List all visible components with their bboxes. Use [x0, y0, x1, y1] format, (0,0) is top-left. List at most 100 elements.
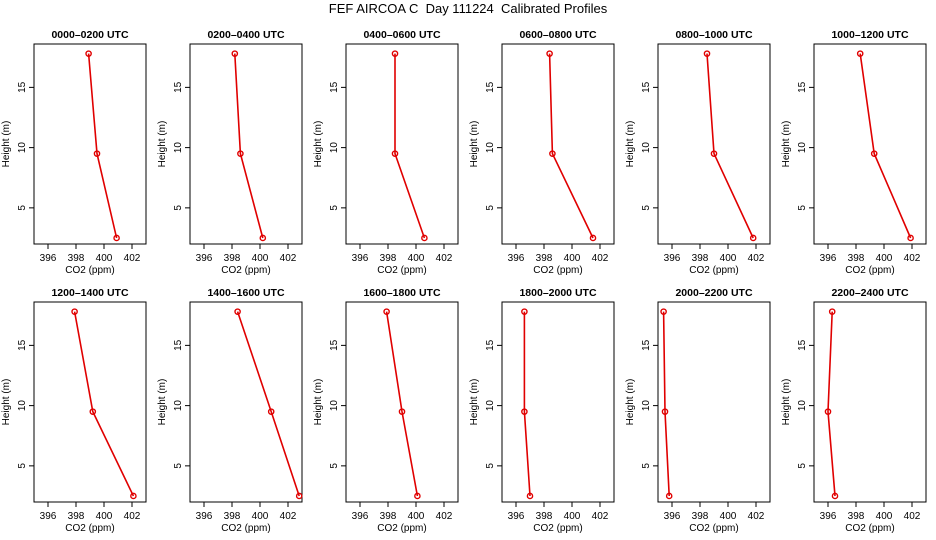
y-tick-label: 15 — [17, 339, 28, 351]
panel-title: 2000–2200 UTC — [675, 287, 752, 299]
data-point — [526, 492, 534, 500]
data-point — [71, 308, 78, 315]
series-line — [859, 53, 912, 239]
y-tick-label: 10 — [173, 400, 184, 412]
x-tick-label: 400 — [408, 253, 425, 264]
x-axis-label: CO2 (ppm) — [221, 265, 270, 276]
series-line — [234, 53, 264, 239]
x-tick-label: 400 — [876, 511, 893, 522]
y-axis-label: Height (m) — [1, 379, 12, 426]
data-point — [93, 150, 101, 157]
y-tick-label: 15 — [173, 81, 184, 93]
x-tick-label: 398 — [224, 253, 241, 264]
data-point — [856, 50, 864, 57]
x-tick-label: 402 — [748, 253, 765, 264]
series-line — [87, 53, 118, 239]
x-tick-label: 396 — [508, 253, 525, 264]
y-tick-label: 5 — [485, 463, 496, 469]
y-tick-label: 10 — [641, 142, 652, 154]
data-point — [130, 492, 137, 500]
series-line — [236, 311, 300, 497]
x-tick-label: 396 — [820, 253, 837, 264]
data-point — [231, 50, 239, 57]
data-point — [546, 50, 553, 57]
y-tick-label: 10 — [485, 142, 496, 154]
y-axis-label: Height (m) — [157, 379, 168, 426]
y-tick-label: 10 — [329, 142, 340, 154]
y-tick-label: 15 — [485, 339, 496, 351]
y-tick-label: 5 — [173, 463, 184, 469]
series-line — [827, 311, 836, 497]
x-tick-label: 400 — [252, 511, 269, 522]
data-point — [549, 150, 556, 157]
data-point — [521, 408, 528, 415]
series-line — [548, 53, 594, 239]
y-tick-label: 10 — [641, 400, 652, 412]
panel-title: 0000–0200 UTC — [51, 29, 128, 41]
data-point — [749, 234, 757, 242]
panel-frame — [657, 301, 771, 503]
data-point — [589, 234, 597, 242]
x-tick-label: 402 — [748, 511, 765, 522]
x-tick-label: 400 — [876, 253, 893, 264]
data-point — [907, 234, 914, 242]
y-tick-label: 5 — [641, 463, 652, 469]
y-tick-label: 10 — [17, 142, 28, 154]
data-point — [295, 492, 303, 500]
data-point — [870, 150, 878, 157]
series-line — [662, 311, 670, 497]
y-axis-label: Height (m) — [1, 121, 12, 168]
data-point — [85, 50, 92, 57]
x-axis-label: CO2 (ppm) — [377, 523, 426, 534]
y-tick-label: 5 — [17, 205, 28, 211]
y-tick-label: 5 — [485, 205, 496, 211]
y-tick-label: 5 — [641, 205, 652, 211]
data-point — [414, 492, 421, 500]
data-point — [661, 408, 669, 415]
data-point — [710, 150, 718, 157]
y-tick-label: 15 — [329, 81, 340, 93]
data-point — [89, 408, 97, 415]
x-tick-label: 396 — [664, 511, 681, 522]
data-point — [113, 234, 120, 242]
y-axis-label: Height (m) — [625, 121, 636, 168]
x-tick-label: 398 — [692, 253, 709, 264]
y-tick-label: 10 — [797, 142, 808, 154]
series-line — [385, 311, 419, 497]
x-tick-label: 398 — [536, 511, 553, 522]
y-tick-label: 10 — [797, 400, 808, 412]
data-point — [665, 492, 673, 500]
x-tick-label: 396 — [664, 253, 681, 264]
x-tick-label: 400 — [252, 253, 269, 264]
x-axis-label: CO2 (ppm) — [533, 265, 582, 276]
data-point — [521, 308, 528, 315]
y-axis-label: Height (m) — [313, 121, 324, 168]
x-tick-label: 402 — [124, 511, 141, 522]
y-tick-label: 5 — [17, 463, 28, 469]
x-tick-label: 400 — [408, 511, 425, 522]
panel-title: 1600–1800 UTC — [363, 287, 440, 299]
data-point — [383, 308, 390, 315]
x-tick-label: 396 — [508, 511, 525, 522]
series-line — [394, 53, 426, 239]
panel-frame — [345, 301, 459, 503]
panel-frame — [501, 301, 615, 503]
panel-title: 1800–2000 UTC — [519, 287, 596, 299]
y-axis-label: Height (m) — [469, 379, 480, 426]
x-tick-label: 402 — [436, 253, 453, 264]
x-tick-label: 396 — [352, 253, 369, 264]
y-axis-label: Height (m) — [781, 379, 792, 426]
x-tick-label: 402 — [280, 511, 297, 522]
y-tick-label: 15 — [797, 81, 808, 93]
data-point — [398, 408, 406, 415]
y-tick-label: 5 — [797, 463, 808, 469]
data-point — [421, 234, 428, 242]
panel-frame — [501, 43, 615, 245]
data-point — [237, 150, 244, 157]
x-tick-label: 398 — [68, 511, 85, 522]
series-line — [523, 311, 531, 497]
panel-title: 1200–1400 UTC — [51, 287, 128, 299]
panel-frame — [813, 301, 927, 503]
y-tick-label: 15 — [641, 339, 652, 351]
